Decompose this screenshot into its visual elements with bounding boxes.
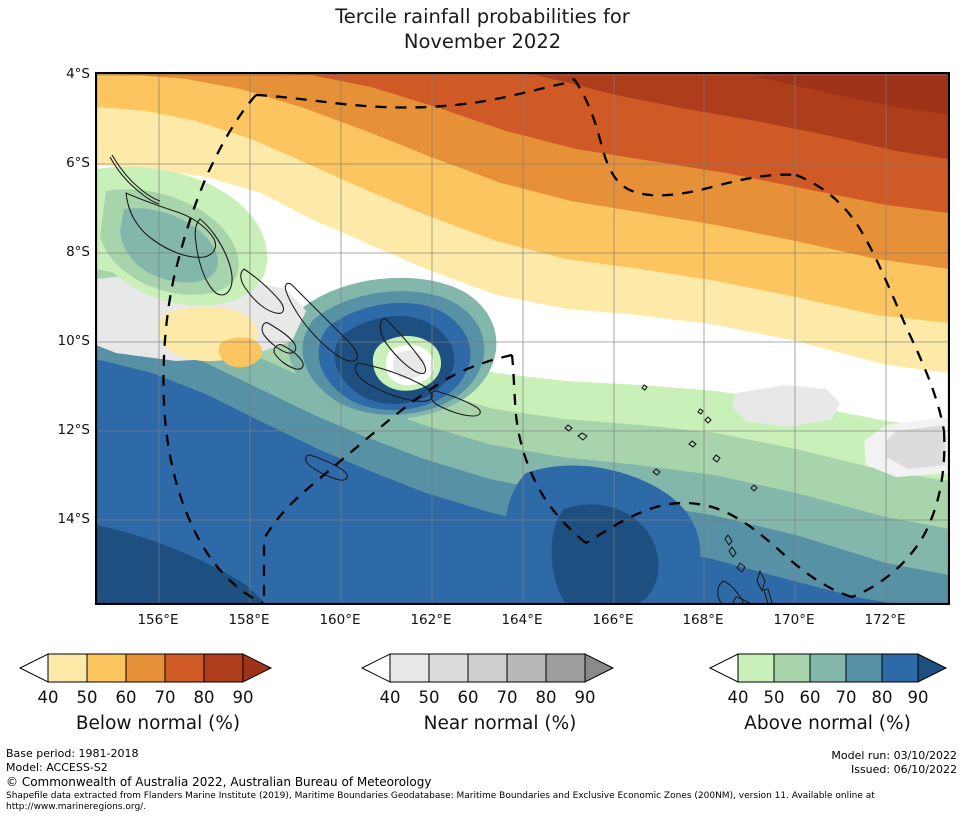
cbar-near-tick-3: 70 [496,688,518,707]
coastlines [109,154,773,604]
colorbar-above-over-arrow [917,653,948,683]
cbar-below-tick-3: 70 [154,688,176,707]
cbar-below-tick-0: 40 [37,688,59,707]
colorbar-below-swatch-2 [125,653,166,683]
colorbar-below-over-arrow [242,653,273,683]
contour-near-normal-patch-c1 [732,385,840,427]
cbar-near-tick-2: 60 [457,688,479,707]
colorbar-above-swatch-1 [773,653,811,683]
footer-right: Model run: 03/10/2022 Issued: 06/10/2022 [831,749,957,776]
colorbar-below-swatch-4 [203,653,244,683]
page-title: Tercile rainfall probabilities for Novem… [335,5,630,53]
shapefile-attribution: Shapefile data extracted from Flanders M… [6,791,875,812]
colorbar-below-normal-ticks: 40 50 60 70 80 90 [8,688,308,710]
colorbar-above-normal-title: Above normal (%) [744,713,911,734]
colorbar-above-normal-swatches [708,653,948,683]
lat-tick-1: 6°S [66,155,90,171]
contour-cell-southwest-90 [96,525,266,604]
colorbar-near-under-arrow [360,653,391,683]
eez-boundary-line [162,77,946,604]
lon-tick-1: 158°E [228,612,270,628]
footer-left: Base period: 1981-2018 Model: ACCESS-S2 [6,747,138,774]
cbar-below-tick-1: 50 [76,688,98,707]
colorbar-below-swatch-3 [164,653,205,683]
issued-text: Issued: 06/10/2022 [850,762,957,776]
map-plot-area [95,72,950,605]
colorbar-above-swatch-4 [881,653,919,683]
colorbar-above-normal-ticks: 40 50 60 70 80 90 [690,688,965,710]
map-border [96,73,949,604]
cbar-near-tick-5: 90 [574,688,596,707]
colorbar-below-normal: 40 50 60 70 80 90 Below normal (%) [8,648,308,734]
copyright-text: © Commonwealth of Australia 2022, Austra… [6,775,432,789]
contour-above-patch-png-core [120,208,218,283]
colorbar-below-swatch-0 [47,653,88,683]
cbar-near-tick-4: 80 [535,688,557,707]
base-period-text: Base period: 1981-2018 [6,747,139,760]
cbar-above-tick-1: 50 [763,688,785,707]
map-gridlines [96,73,949,604]
cbar-below-tick-2: 60 [115,688,137,707]
cbar-below-tick-4: 80 [193,688,215,707]
lat-tick-3: 10°S [57,333,91,349]
colorbar-above-normal: 40 50 60 70 80 90 Above normal (%) [690,648,965,734]
colorbar-near-normal-title: Near normal (%) [423,713,577,734]
colorbar-below-normal-title: Below normal (%) [75,713,241,734]
colorbar-near-swatch-4 [545,653,586,683]
colorbar-below-under-arrow [18,653,49,683]
colorbar-near-swatch-2 [467,653,508,683]
lon-tick-3: 162°E [410,612,452,628]
cbar-below-tick-5: 90 [232,688,254,707]
colorbar-near-normal-ticks: 40 50 60 70 80 90 [350,688,650,710]
contour-near-normal-patch-c3 [886,425,946,469]
colorbar-below-swatch-1 [86,653,127,683]
cbar-above-tick-3: 70 [835,688,857,707]
colorbar-below-normal-swatches [18,653,273,683]
contour-below-90 [716,73,949,115]
lat-tick-2: 8°S [66,244,90,260]
contour-below-patch-core [218,337,263,368]
cbar-near-tick-1: 50 [418,688,440,707]
colorbar-above-swatch-0 [737,653,775,683]
contour-cell-vanuatu-90 [551,504,659,604]
cbar-above-tick-2: 60 [799,688,821,707]
colorbar-near-swatch-1 [428,653,469,683]
cbar-above-tick-4: 80 [871,688,893,707]
lat-tick-5: 14°S [57,511,91,527]
colorbar-near-normal: 40 50 60 70 80 90 Near normal (%) [350,648,650,734]
lon-tick-7: 170°E [773,612,815,628]
cbar-above-tick-0: 40 [727,688,749,707]
lat-tick-0: 4°S [66,66,90,82]
colorbar-near-over-arrow [584,653,615,683]
lat-tick-4: 12°S [57,422,91,438]
contour-neutral-band [96,165,949,429]
model-run-text: Model run: 03/10/2022 [831,749,957,762]
colorbar-near-normal-swatches [360,653,615,683]
lon-tick-8: 172°E [864,612,906,628]
lon-tick-5: 166°E [592,612,634,628]
lon-tick-4: 164°E [501,612,543,628]
cbar-above-tick-5: 90 [907,688,929,707]
latitude-axis-labels: 4°S 6°S 8°S 10°S 12°S 14°S [32,66,91,605]
colorbar-above-under-arrow [708,653,739,683]
longitude-axis-labels: 156°E 158°E 160°E 162°E 164°E 166°E 168°… [95,612,950,632]
colorbar-above-swatch-2 [809,653,847,683]
model-text: Model: ACCESS-S2 [6,760,108,774]
cbar-near-tick-0: 40 [379,688,401,707]
colorbar-near-swatch-0 [389,653,430,683]
colorbar-above-swatch-3 [845,653,883,683]
tercile-probability-contour-map [96,73,949,604]
lon-tick-0: 156°E [137,612,179,628]
lon-tick-6: 168°E [682,612,724,628]
lon-tick-2: 160°E [319,612,361,628]
colorbar-near-swatch-3 [506,653,547,683]
